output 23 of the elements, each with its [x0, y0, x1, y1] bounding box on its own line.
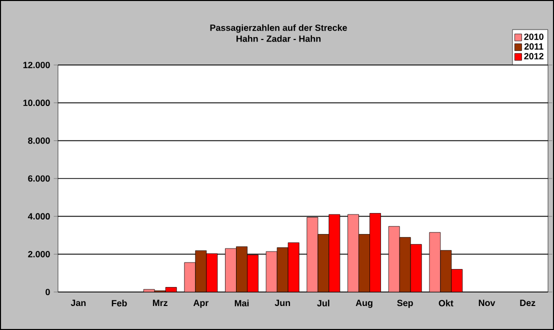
x-tick-label: Mrz — [152, 300, 168, 306]
y-tick-label: 0 — [46, 288, 50, 296]
x-tick-label: Okt — [438, 300, 454, 306]
x-tick-label: Sep — [397, 300, 413, 308]
y-tick-label: 12.000 — [23, 62, 50, 68]
y-tick-label: 8.000 — [28, 137, 50, 144]
x-tick-label: Dez — [520, 300, 536, 306]
legend-label: 2011 — [524, 43, 544, 50]
x-tick-label: Mai — [234, 300, 249, 306]
y-tick-label: 10.000 — [23, 100, 50, 106]
y-tick-label: 6.000 — [28, 175, 50, 182]
y-tick-label: 2.000 — [28, 250, 50, 258]
legend-label: 2010 — [524, 34, 544, 40]
x-tick-label: Nov — [478, 300, 496, 306]
x-tick-label: Apr — [193, 300, 209, 308]
x-tick-label: Feb — [112, 300, 127, 306]
x-tick-label: Aug — [356, 300, 372, 308]
y-tick-label: 4.000 — [28, 213, 50, 220]
x-tick-label: Jan — [70, 300, 86, 306]
x-tick-label: Jul — [317, 300, 330, 306]
x-tick-label: Jun — [274, 300, 290, 306]
chart-title: Passagierzahlen auf der Strecke Hahn - Zadar - Hahn — [210, 24, 347, 42]
legend-label: 2012 — [524, 53, 544, 60]
